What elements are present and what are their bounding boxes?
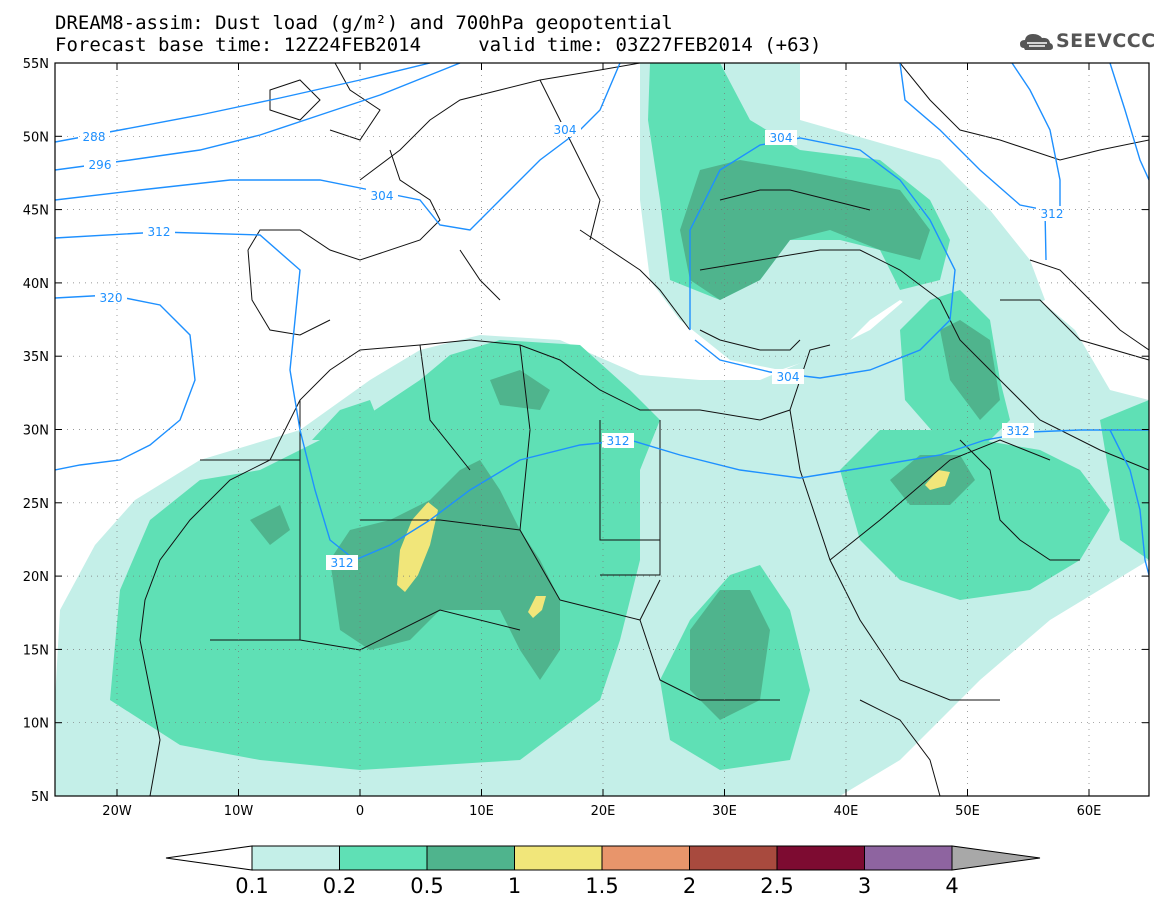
contour-label: 304: [371, 189, 394, 203]
lat-label: 35N: [23, 350, 49, 365]
lat-label: 40N: [23, 277, 49, 292]
lat-label: 30N: [23, 424, 49, 439]
lon-label: 10E: [469, 804, 494, 819]
contour-labels: 288 296 304 304 304 304 312 312 312 312 …: [78, 122, 1068, 570]
colorbar-label: 1.5: [585, 874, 618, 898]
lat-label: 5N: [31, 790, 49, 805]
contour-label: 312: [1007, 424, 1030, 438]
colorbar-label: 2: [683, 874, 696, 898]
lat-label: 55N: [23, 57, 49, 72]
gridlines: [55, 63, 1149, 796]
contour-label: 304: [554, 123, 577, 137]
colorbar-label: 2.5: [760, 874, 793, 898]
colorbar-label: 3: [858, 874, 871, 898]
lon-label: 0: [356, 804, 364, 819]
colorbar-swatch: [689, 845, 778, 871]
lon-label: 30E: [712, 804, 737, 819]
contour-label: 296: [89, 158, 112, 172]
lon-label: 50E: [955, 804, 980, 819]
lon-label: 10W: [224, 804, 254, 819]
colorbar-swatch: [864, 845, 953, 871]
contour-label: 312: [148, 225, 171, 239]
contour-label: 304: [770, 131, 793, 145]
logo-text: SEEVCCC: [1056, 30, 1156, 52]
lat-label: 25N: [23, 497, 49, 512]
axis-ticks: [55, 62, 1149, 797]
contour-label: 312: [331, 556, 354, 570]
contour-label-288: 288: [78, 129, 110, 144]
colorbar-over-triangle: [951, 845, 1041, 871]
lat-label: 10N: [23, 717, 49, 732]
longitude-labels: 20W 10W 0 10E 20E 30E 40E 50E 60E: [102, 804, 1101, 819]
cloud-icon: [1020, 34, 1053, 50]
map-title: DREAM8-assim: Dust load (g/m²) and 700hP…: [55, 12, 673, 34]
lon-label: 20W: [102, 804, 132, 819]
lat-label: 45N: [23, 204, 49, 219]
dust-field: [55, 63, 1149, 796]
colorbar-under-triangle: [165, 845, 253, 871]
colorbar-label: 4: [945, 874, 958, 898]
contour-label: 320: [100, 291, 123, 305]
colorbar-label: 0.2: [323, 874, 356, 898]
latitude-labels: 55N 50N 45N 40N 35N 30N 25N 20N 15N 10N 5N: [23, 57, 49, 805]
colorbar-swatch: [251, 845, 340, 871]
contour-label: 304: [777, 370, 800, 384]
contour-label: 312: [607, 434, 630, 448]
colorbar: 0.1 0.2 0.5 1 1.5 2 2.5 3 4: [165, 845, 1041, 898]
lon-label: 20E: [591, 804, 616, 819]
lat-label: 50N: [23, 130, 49, 145]
coastlines-borders: [139, 63, 1149, 796]
colorbar-label: 1: [508, 874, 521, 898]
contour-label: 312: [1041, 207, 1064, 221]
colorbar-swatch: [426, 845, 515, 871]
lat-label: 15N: [23, 643, 49, 658]
lat-label: 20N: [23, 570, 49, 585]
colorbar-swatch: [339, 845, 428, 871]
forecast-time-info: Forecast base time: 12Z24FEB2014 valid t…: [55, 34, 822, 56]
colorbar-label: 0.1: [235, 874, 268, 898]
colorbar-swatch: [776, 845, 865, 871]
lon-label: 60E: [1077, 804, 1102, 819]
colorbar-label: 0.5: [410, 874, 443, 898]
contour-label: 288: [83, 130, 106, 144]
colorbar-swatch: [601, 845, 690, 871]
colorbar-swatch: [514, 845, 603, 871]
lon-label: 40E: [834, 804, 859, 819]
